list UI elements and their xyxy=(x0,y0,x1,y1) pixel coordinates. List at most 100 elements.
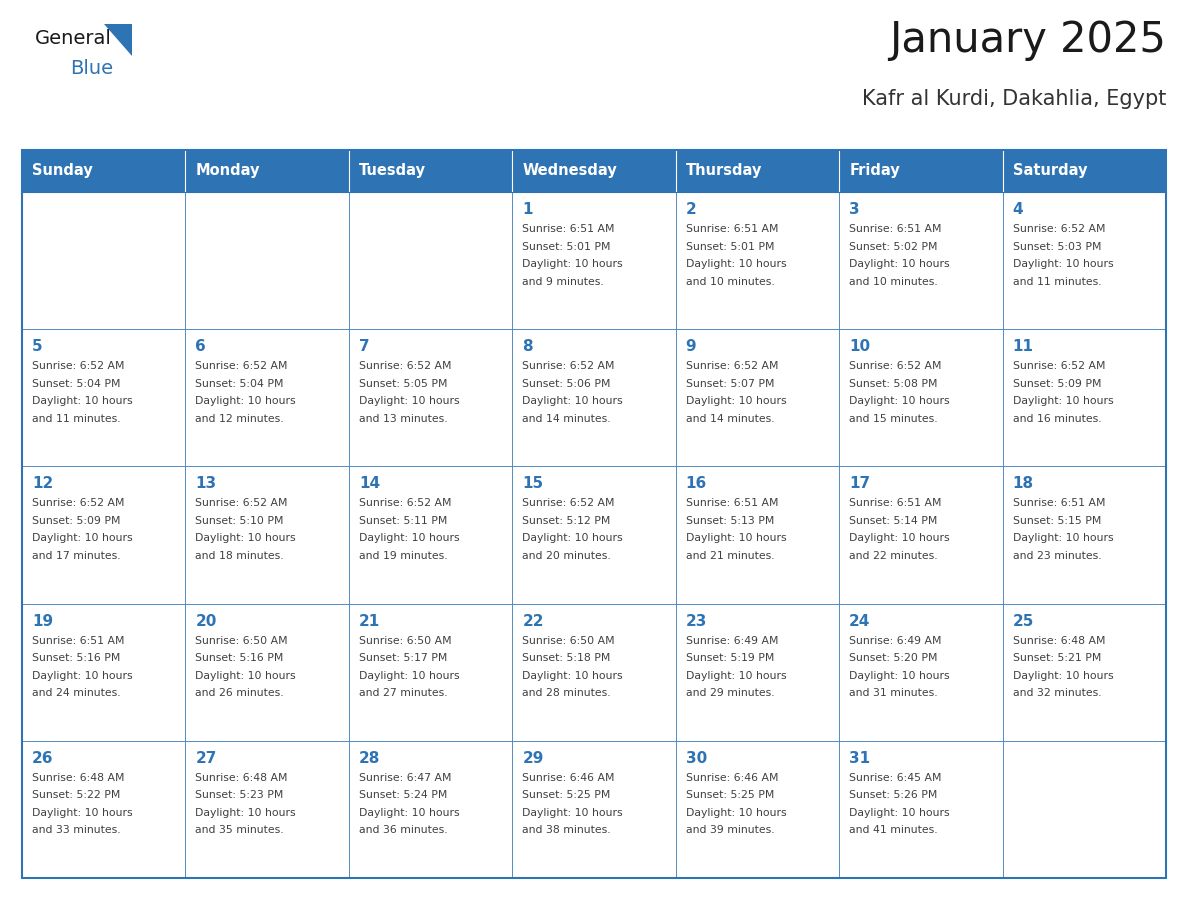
Text: 28: 28 xyxy=(359,751,380,766)
Text: Sunset: 5:01 PM: Sunset: 5:01 PM xyxy=(523,241,611,252)
Text: and 16 minutes.: and 16 minutes. xyxy=(1012,414,1101,424)
Text: Daylight: 10 hours: Daylight: 10 hours xyxy=(196,808,296,818)
Bar xyxy=(23,741,185,878)
Text: Sunrise: 6:51 AM: Sunrise: 6:51 AM xyxy=(849,224,942,234)
Text: and 10 minutes.: and 10 minutes. xyxy=(685,276,775,286)
Text: Daylight: 10 hours: Daylight: 10 hours xyxy=(849,259,949,269)
Text: Sunrise: 6:48 AM: Sunrise: 6:48 AM xyxy=(1012,635,1105,645)
Bar xyxy=(23,604,185,741)
Text: Sunrise: 6:52 AM: Sunrise: 6:52 AM xyxy=(849,361,942,371)
Text: 18: 18 xyxy=(1012,476,1034,491)
Text: Daylight: 10 hours: Daylight: 10 hours xyxy=(685,808,786,818)
Text: Wednesday: Wednesday xyxy=(523,163,617,178)
Bar xyxy=(349,330,512,466)
Text: Sunset: 5:18 PM: Sunset: 5:18 PM xyxy=(523,653,611,663)
Text: General: General xyxy=(34,29,112,48)
Text: Sunrise: 6:51 AM: Sunrise: 6:51 AM xyxy=(685,498,778,509)
Text: Sunset: 5:23 PM: Sunset: 5:23 PM xyxy=(196,790,284,800)
Text: Sunrise: 6:51 AM: Sunrise: 6:51 AM xyxy=(849,498,942,509)
Bar xyxy=(512,150,676,192)
Text: Daylight: 10 hours: Daylight: 10 hours xyxy=(849,533,949,543)
Text: Sunrise: 6:48 AM: Sunrise: 6:48 AM xyxy=(196,773,287,783)
Text: Sunrise: 6:52 AM: Sunrise: 6:52 AM xyxy=(196,498,287,509)
Text: Sunset: 5:14 PM: Sunset: 5:14 PM xyxy=(849,516,937,526)
Text: 19: 19 xyxy=(32,613,53,629)
Text: and 18 minutes.: and 18 minutes. xyxy=(196,551,284,561)
Text: Sunset: 5:15 PM: Sunset: 5:15 PM xyxy=(1012,516,1101,526)
Bar xyxy=(349,466,512,604)
Text: Sunset: 5:04 PM: Sunset: 5:04 PM xyxy=(196,379,284,388)
Text: Sunrise: 6:48 AM: Sunrise: 6:48 AM xyxy=(32,773,125,783)
Text: Sunset: 5:13 PM: Sunset: 5:13 PM xyxy=(685,516,775,526)
Text: Daylight: 10 hours: Daylight: 10 hours xyxy=(32,671,133,680)
Text: Sunrise: 6:52 AM: Sunrise: 6:52 AM xyxy=(523,361,614,371)
Bar xyxy=(1003,741,1165,878)
Bar xyxy=(23,466,185,604)
Text: 14: 14 xyxy=(359,476,380,491)
Text: Daylight: 10 hours: Daylight: 10 hours xyxy=(685,397,786,406)
Text: Daylight: 10 hours: Daylight: 10 hours xyxy=(849,671,949,680)
Text: Sunset: 5:17 PM: Sunset: 5:17 PM xyxy=(359,653,447,663)
Text: Sunset: 5:26 PM: Sunset: 5:26 PM xyxy=(849,790,937,800)
Text: Sunset: 5:05 PM: Sunset: 5:05 PM xyxy=(359,379,448,388)
Text: Sunrise: 6:50 AM: Sunrise: 6:50 AM xyxy=(196,635,287,645)
Text: Blue: Blue xyxy=(70,59,113,78)
Text: Sunrise: 6:49 AM: Sunrise: 6:49 AM xyxy=(849,635,942,645)
Bar xyxy=(23,330,185,466)
Bar xyxy=(839,330,1003,466)
Text: Daylight: 10 hours: Daylight: 10 hours xyxy=(359,671,460,680)
Text: Daylight: 10 hours: Daylight: 10 hours xyxy=(32,533,133,543)
Text: Daylight: 10 hours: Daylight: 10 hours xyxy=(196,671,296,680)
Text: 15: 15 xyxy=(523,476,543,491)
Bar xyxy=(23,150,185,192)
Text: Sunset: 5:09 PM: Sunset: 5:09 PM xyxy=(32,516,120,526)
Bar xyxy=(676,466,839,604)
Text: 24: 24 xyxy=(849,613,871,629)
Text: Sunset: 5:16 PM: Sunset: 5:16 PM xyxy=(196,653,284,663)
Text: and 32 minutes.: and 32 minutes. xyxy=(1012,688,1101,698)
Bar xyxy=(185,330,349,466)
Text: Daylight: 10 hours: Daylight: 10 hours xyxy=(359,397,460,406)
Text: and 41 minutes.: and 41 minutes. xyxy=(849,825,937,835)
Bar xyxy=(512,192,676,330)
Text: Sunrise: 6:52 AM: Sunrise: 6:52 AM xyxy=(32,498,125,509)
Text: and 27 minutes.: and 27 minutes. xyxy=(359,688,448,698)
Text: Sunset: 5:20 PM: Sunset: 5:20 PM xyxy=(849,653,937,663)
Text: and 21 minutes.: and 21 minutes. xyxy=(685,551,775,561)
Text: Sunset: 5:25 PM: Sunset: 5:25 PM xyxy=(523,790,611,800)
Text: 2: 2 xyxy=(685,202,696,217)
Text: Thursday: Thursday xyxy=(685,163,762,178)
Text: Sunset: 5:07 PM: Sunset: 5:07 PM xyxy=(685,379,775,388)
Text: Daylight: 10 hours: Daylight: 10 hours xyxy=(523,808,623,818)
Text: Sunrise: 6:51 AM: Sunrise: 6:51 AM xyxy=(523,224,614,234)
Text: 11: 11 xyxy=(1012,339,1034,354)
Text: Daylight: 10 hours: Daylight: 10 hours xyxy=(523,533,623,543)
Bar xyxy=(1003,150,1165,192)
Text: and 14 minutes.: and 14 minutes. xyxy=(523,414,611,424)
Text: 25: 25 xyxy=(1012,613,1034,629)
Text: Daylight: 10 hours: Daylight: 10 hours xyxy=(1012,397,1113,406)
Text: Daylight: 10 hours: Daylight: 10 hours xyxy=(685,259,786,269)
Text: and 20 minutes.: and 20 minutes. xyxy=(523,551,611,561)
Text: Sunset: 5:12 PM: Sunset: 5:12 PM xyxy=(523,516,611,526)
Text: 29: 29 xyxy=(523,751,544,766)
Text: Daylight: 10 hours: Daylight: 10 hours xyxy=(196,397,296,406)
Text: Sunrise: 6:52 AM: Sunrise: 6:52 AM xyxy=(1012,224,1105,234)
Text: Daylight: 10 hours: Daylight: 10 hours xyxy=(685,671,786,680)
Text: 4: 4 xyxy=(1012,202,1023,217)
Text: Daylight: 10 hours: Daylight: 10 hours xyxy=(685,533,786,543)
Text: Sunset: 5:10 PM: Sunset: 5:10 PM xyxy=(196,516,284,526)
Text: Daylight: 10 hours: Daylight: 10 hours xyxy=(523,671,623,680)
Bar xyxy=(1003,330,1165,466)
Text: Sunset: 5:01 PM: Sunset: 5:01 PM xyxy=(685,241,775,252)
Bar xyxy=(512,466,676,604)
Bar xyxy=(23,150,1165,878)
Bar xyxy=(839,192,1003,330)
Text: 12: 12 xyxy=(32,476,53,491)
Text: Tuesday: Tuesday xyxy=(359,163,425,178)
Text: Sunrise: 6:46 AM: Sunrise: 6:46 AM xyxy=(685,773,778,783)
Text: and 12 minutes.: and 12 minutes. xyxy=(196,414,284,424)
Text: and 33 minutes.: and 33 minutes. xyxy=(32,825,121,835)
Bar xyxy=(512,741,676,878)
Bar xyxy=(512,330,676,466)
